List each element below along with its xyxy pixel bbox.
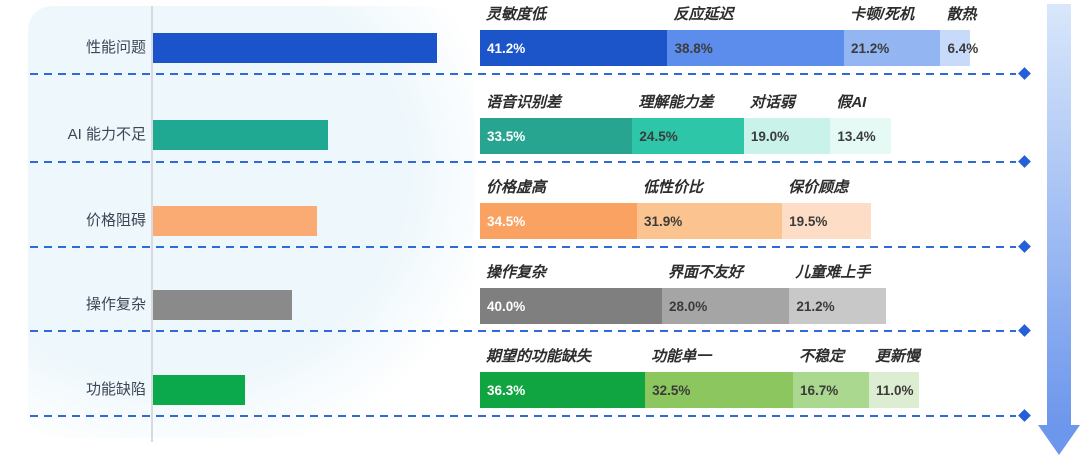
category-bar xyxy=(153,120,328,150)
segment-bar: 32.5% xyxy=(645,372,794,408)
segment-bar: 40.0% xyxy=(480,288,662,324)
category-label: 功能缺陷 xyxy=(85,381,146,398)
segment-value: 21.2% xyxy=(796,298,835,314)
category-bar xyxy=(153,290,292,320)
segment-bar: 21.2% xyxy=(844,30,941,66)
segment-label: 操作复杂 xyxy=(486,264,547,281)
segment-bar: 31.9% xyxy=(636,203,783,239)
category-bar xyxy=(153,375,245,405)
segment-value: 16.7% xyxy=(800,382,839,398)
divider-arrow-diamond xyxy=(1018,409,1031,422)
segment-bar: 6.4% xyxy=(940,30,978,66)
segment-label: 散热 xyxy=(946,6,977,23)
category-label: 性能问题 xyxy=(85,39,146,56)
divider-arrow-diamond xyxy=(1018,67,1031,80)
category-bar xyxy=(153,206,317,236)
segment-value: 19.5% xyxy=(789,213,828,229)
segment-label: 功能单一 xyxy=(651,348,712,365)
divider-arrow-diamond xyxy=(1018,240,1031,253)
segment-bar: 16.7% xyxy=(793,372,870,408)
segment-bar: 41.2% xyxy=(480,30,668,66)
segment-bar: 13.4% xyxy=(830,118,892,154)
segment-bar: 19.5% xyxy=(782,203,871,239)
down-arrow-icon xyxy=(1038,425,1080,455)
segment-label: 反应延迟 xyxy=(673,6,734,23)
segment-label: 灵敏度低 xyxy=(486,6,547,23)
segment-value: 41.2% xyxy=(487,40,526,56)
segment-value: 11.0% xyxy=(876,382,914,398)
segment-bar: 36.3% xyxy=(480,372,646,408)
segment-bar: 21.2% xyxy=(789,288,886,324)
dashed-divider xyxy=(30,324,1031,337)
segment-value: 38.8% xyxy=(674,40,713,56)
timeline-arrow-shaft xyxy=(1047,4,1071,425)
category-bar xyxy=(153,33,437,63)
segment-label: 假AI xyxy=(836,94,867,111)
segment-value: 21.2% xyxy=(851,40,890,56)
segment-value: 32.5% xyxy=(652,382,691,398)
segment-value: 28.0% xyxy=(669,298,708,314)
segment-label: 界面不友好 xyxy=(668,264,744,281)
segment-bar: 34.5% xyxy=(480,203,637,239)
segment-value: 33.5% xyxy=(487,128,526,144)
dashed-divider xyxy=(30,155,1031,168)
segment-label: 语音识别差 xyxy=(486,94,562,111)
segment-label: 期望的功能缺失 xyxy=(486,348,592,365)
divider-arrow-diamond xyxy=(1018,324,1031,337)
category-axis-line xyxy=(151,6,153,442)
segment-label: 卡顿/死机 xyxy=(850,6,915,23)
segment-value: 24.5% xyxy=(639,128,678,144)
category-label: 操作复杂 xyxy=(85,296,146,313)
dashed-divider xyxy=(30,67,1031,80)
segment-bar: 28.0% xyxy=(662,288,790,324)
segment-label: 儿童难上手 xyxy=(795,264,871,281)
segment-bar: 11.0% xyxy=(869,372,920,408)
segment-bar: 33.5% xyxy=(480,118,633,154)
category-label: AI 能力不足 xyxy=(67,126,146,143)
category-label: 价格阻碍 xyxy=(85,212,146,229)
segment-label: 保价顾虑 xyxy=(788,179,849,196)
segment-label: 价格虚高 xyxy=(486,179,547,196)
segment-label: 理解能力差 xyxy=(638,94,714,111)
segment-value: 40.0% xyxy=(487,298,526,314)
dashed-divider xyxy=(30,409,1031,422)
segment-value: 19.0% xyxy=(750,128,790,144)
segment-value: 31.9% xyxy=(643,213,683,229)
segment-label: 不稳定 xyxy=(799,348,845,365)
segment-value: 34.5% xyxy=(487,213,526,229)
segment-value: 13.4% xyxy=(837,128,876,144)
segment-value: 36.3% xyxy=(487,382,526,398)
segment-bar: 19.0% xyxy=(743,118,831,154)
segment-label: 对话弱 xyxy=(749,94,795,111)
segment-label: 更新慢 xyxy=(875,348,921,365)
segment-label: 低性价比 xyxy=(642,179,703,196)
segment-bar: 24.5% xyxy=(632,118,744,154)
segment-value: 6.4% xyxy=(947,40,979,56)
dashed-divider xyxy=(30,240,1031,253)
segment-bar: 38.8% xyxy=(667,30,844,66)
divider-arrow-diamond xyxy=(1018,155,1031,168)
